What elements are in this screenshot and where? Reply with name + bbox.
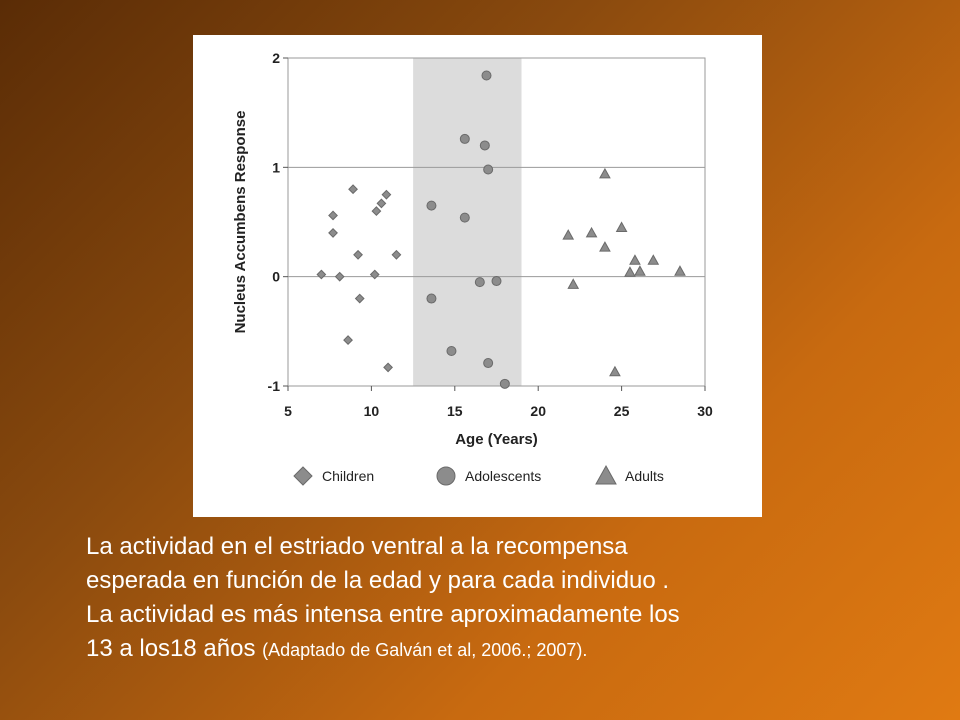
caption-age-range: 13 a los18 años: [86, 635, 256, 662]
children-point: [334, 271, 345, 282]
children-point: [391, 249, 402, 260]
legend-marker-adults: [595, 464, 617, 485]
adolescents-point: [426, 293, 437, 304]
adolescents-point: [474, 277, 485, 288]
adolescents-point: [481, 70, 492, 81]
adolescents-point: [459, 133, 470, 144]
legend-marker-children: [293, 466, 313, 486]
caption-line-2: esperada en función de la edad y para ca…: [86, 567, 670, 594]
children-point: [354, 293, 365, 304]
caption-line-4: 13 a los18 años (Adaptado de Galván et a…: [86, 632, 916, 667]
caption: La actividad en el estriado ventral a la…: [86, 530, 916, 667]
y-axis-label: Nucleus Accumbens Response: [232, 111, 249, 334]
adolescents-point: [479, 140, 490, 151]
adults-point: [624, 266, 636, 277]
adolescents-point: [459, 212, 470, 223]
children-point: [381, 189, 392, 200]
adults-point: [567, 278, 580, 289]
x-tick-label: 25: [614, 403, 630, 419]
adolescents-point: [483, 358, 494, 369]
adults-point: [609, 365, 621, 377]
legend-label-children: Children: [322, 468, 374, 484]
adolescence-shaded-band: [413, 58, 522, 386]
children-point: [343, 335, 353, 345]
y-tick-label: 1: [272, 159, 280, 175]
children-point: [328, 228, 338, 238]
legend-label-adolescents: Adolescents: [465, 468, 541, 484]
adolescents-point: [491, 276, 502, 287]
caption-citation: (Adaptado de Galván et al, 2006.; 2007).: [262, 640, 588, 660]
legend-label-adults: Adults: [625, 468, 664, 484]
x-tick-label: 15: [447, 403, 463, 419]
adults-point: [634, 265, 646, 276]
legend-marker-adolescents: [436, 466, 456, 486]
caption-line-1: La actividad en el estriado ventral a la…: [86, 533, 628, 560]
adolescents-point: [499, 378, 510, 389]
children-point: [371, 206, 382, 216]
children-point: [348, 184, 358, 195]
adults-point: [647, 254, 660, 265]
children-point: [376, 198, 387, 209]
adults-point: [674, 265, 686, 276]
chart-panel: -1 0 1 2 5 10 15 20 25 30 Age (Years) Nucleus Accum…: [193, 35, 762, 517]
children-point: [383, 362, 393, 373]
adults-point: [615, 221, 628, 232]
x-axis-label: Age (Years): [455, 431, 538, 448]
children-point: [369, 269, 380, 280]
adults-point: [599, 241, 611, 252]
adolescents-point: [426, 200, 437, 211]
adults-point: [599, 167, 611, 179]
y-tick-label: 2: [272, 50, 280, 66]
adolescents-point: [483, 164, 494, 175]
plot-frame: [287, 57, 706, 387]
adults-point: [629, 254, 641, 265]
adolescents-point: [446, 346, 457, 357]
children-point: [316, 269, 327, 280]
x-tick-label: 30: [697, 403, 713, 419]
adults-point: [562, 229, 575, 240]
children-point: [328, 210, 338, 221]
x-tick-label: 20: [530, 403, 546, 419]
adults-point: [585, 226, 598, 238]
y-tick-label: 0: [272, 269, 280, 285]
children-point: [353, 249, 363, 260]
x-tick-label: 5: [284, 403, 292, 419]
caption-line-3: La actividad es más intensa entre aproxi…: [86, 601, 680, 628]
x-tick-label: 10: [364, 403, 380, 419]
y-tick-label: -1: [268, 378, 281, 394]
